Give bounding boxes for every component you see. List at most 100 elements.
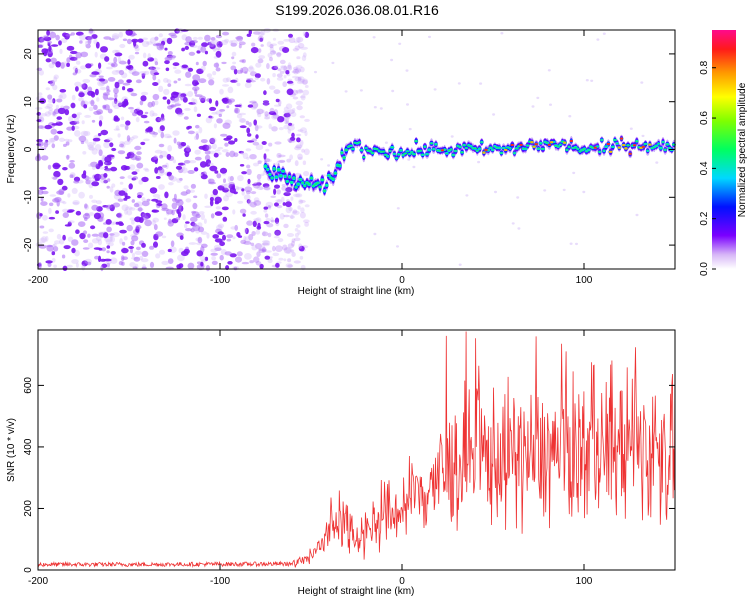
noise-speckle	[106, 85, 110, 91]
noise-speckle	[225, 191, 233, 198]
noise-speckle	[187, 130, 195, 135]
noise-speckle	[67, 193, 71, 198]
noise-speckle	[146, 41, 153, 45]
noise-speckle	[103, 141, 111, 149]
noise-speckle	[98, 159, 103, 166]
noise-speckle	[215, 50, 222, 58]
noise-speckle	[384, 141, 388, 144]
noise-speckle	[119, 60, 127, 65]
noise-speckle	[244, 71, 248, 74]
noise-speckle	[49, 79, 56, 87]
noise-speckle	[48, 228, 54, 233]
noise-speckle	[154, 61, 159, 66]
y-tick-label: -20	[23, 237, 34, 252]
signal-cell	[457, 146, 462, 148]
noise-speckle	[45, 139, 49, 143]
colorbar-tick-label: 0.8	[699, 60, 710, 74]
noise-speckle	[209, 137, 216, 145]
noise-speckle	[266, 41, 272, 48]
signal-peak	[532, 145, 536, 148]
signal-cell	[434, 143, 438, 145]
noise-speckle	[49, 202, 54, 207]
signal-cell	[396, 153, 401, 156]
noise-speckle	[179, 235, 184, 241]
noise-speckle	[157, 117, 166, 122]
noise-speckle	[51, 176, 58, 180]
noise-speckle	[74, 81, 82, 87]
noise-speckle	[255, 243, 262, 250]
noise-speckle	[289, 136, 296, 141]
colorbar-label: Normalized spectral amplitude	[737, 82, 748, 217]
noise-speckle	[141, 200, 150, 207]
noise-speckle	[283, 65, 288, 72]
noise-speckle	[241, 171, 248, 175]
noise-speckle	[254, 76, 259, 81]
noise-speckle	[58, 40, 62, 46]
signal-cell	[449, 148, 453, 151]
noise-speckle	[275, 245, 283, 253]
noise-speckle	[61, 254, 66, 259]
noise-speckle	[41, 48, 49, 54]
noise-speckle	[146, 198, 151, 202]
noise-speckle	[259, 37, 264, 42]
noise-speckle	[285, 263, 293, 268]
noise-speckle	[264, 116, 271, 120]
signal-cell	[323, 189, 326, 192]
noise-speckle	[91, 238, 100, 244]
noise-speckle	[412, 165, 416, 169]
noise-speckle	[71, 113, 77, 119]
noise-speckle	[261, 249, 267, 252]
noise-speckle	[266, 78, 271, 85]
noise-speckle	[221, 149, 229, 153]
noise-speckle	[269, 44, 274, 49]
noise-speckle	[87, 177, 92, 184]
noise-speckle	[119, 43, 126, 49]
noise-speckle	[287, 109, 295, 115]
noise-speckle	[68, 116, 74, 122]
noise-speckle	[102, 105, 107, 110]
noise-speckle	[226, 77, 231, 83]
noise-speckle	[172, 91, 180, 96]
noise-speckle	[171, 209, 175, 216]
noise-speckle	[223, 137, 231, 141]
noise-speckle	[109, 235, 113, 243]
noise-speckle	[269, 50, 277, 55]
noise-speckle	[110, 257, 118, 265]
noise-speckle	[222, 77, 229, 83]
noise-speckle	[302, 89, 310, 96]
noise-speckle	[170, 55, 177, 59]
noise-speckle	[125, 156, 130, 159]
noise-speckle	[159, 154, 164, 159]
spectrogram-x-ticks: -200 -100 0 100	[28, 30, 593, 286]
noise-speckle	[304, 31, 310, 38]
noise-speckle	[135, 168, 140, 173]
noise-speckle	[280, 65, 285, 69]
noise-speckle	[164, 47, 168, 51]
noise-speckle	[122, 82, 131, 86]
noise-speckle	[170, 240, 175, 247]
noise-speckle	[126, 38, 132, 45]
noise-speckle	[119, 181, 124, 185]
noise-speckle	[286, 64, 293, 71]
noise-speckle	[142, 60, 149, 67]
noise-speckle	[52, 162, 61, 170]
signal-cell	[479, 141, 484, 143]
noise-speckle	[314, 70, 317, 74]
noise-speckle	[141, 37, 148, 41]
noise-speckle	[217, 146, 224, 150]
noise-speckle	[121, 247, 129, 254]
noise-speckle	[267, 205, 271, 209]
noise-speckle	[294, 77, 302, 82]
noise-speckle	[196, 50, 201, 54]
noise-speckle	[114, 81, 120, 89]
noise-speckle	[252, 220, 257, 227]
noise-speckle	[62, 234, 66, 241]
noise-speckle	[193, 167, 199, 172]
signal-peak	[569, 140, 573, 142]
signal-cell	[567, 146, 571, 148]
noise-speckle	[50, 57, 57, 63]
noise-speckle	[45, 260, 53, 264]
noise-speckle	[226, 105, 230, 109]
noise-speckle	[71, 125, 75, 131]
noise-speckle	[148, 66, 156, 70]
